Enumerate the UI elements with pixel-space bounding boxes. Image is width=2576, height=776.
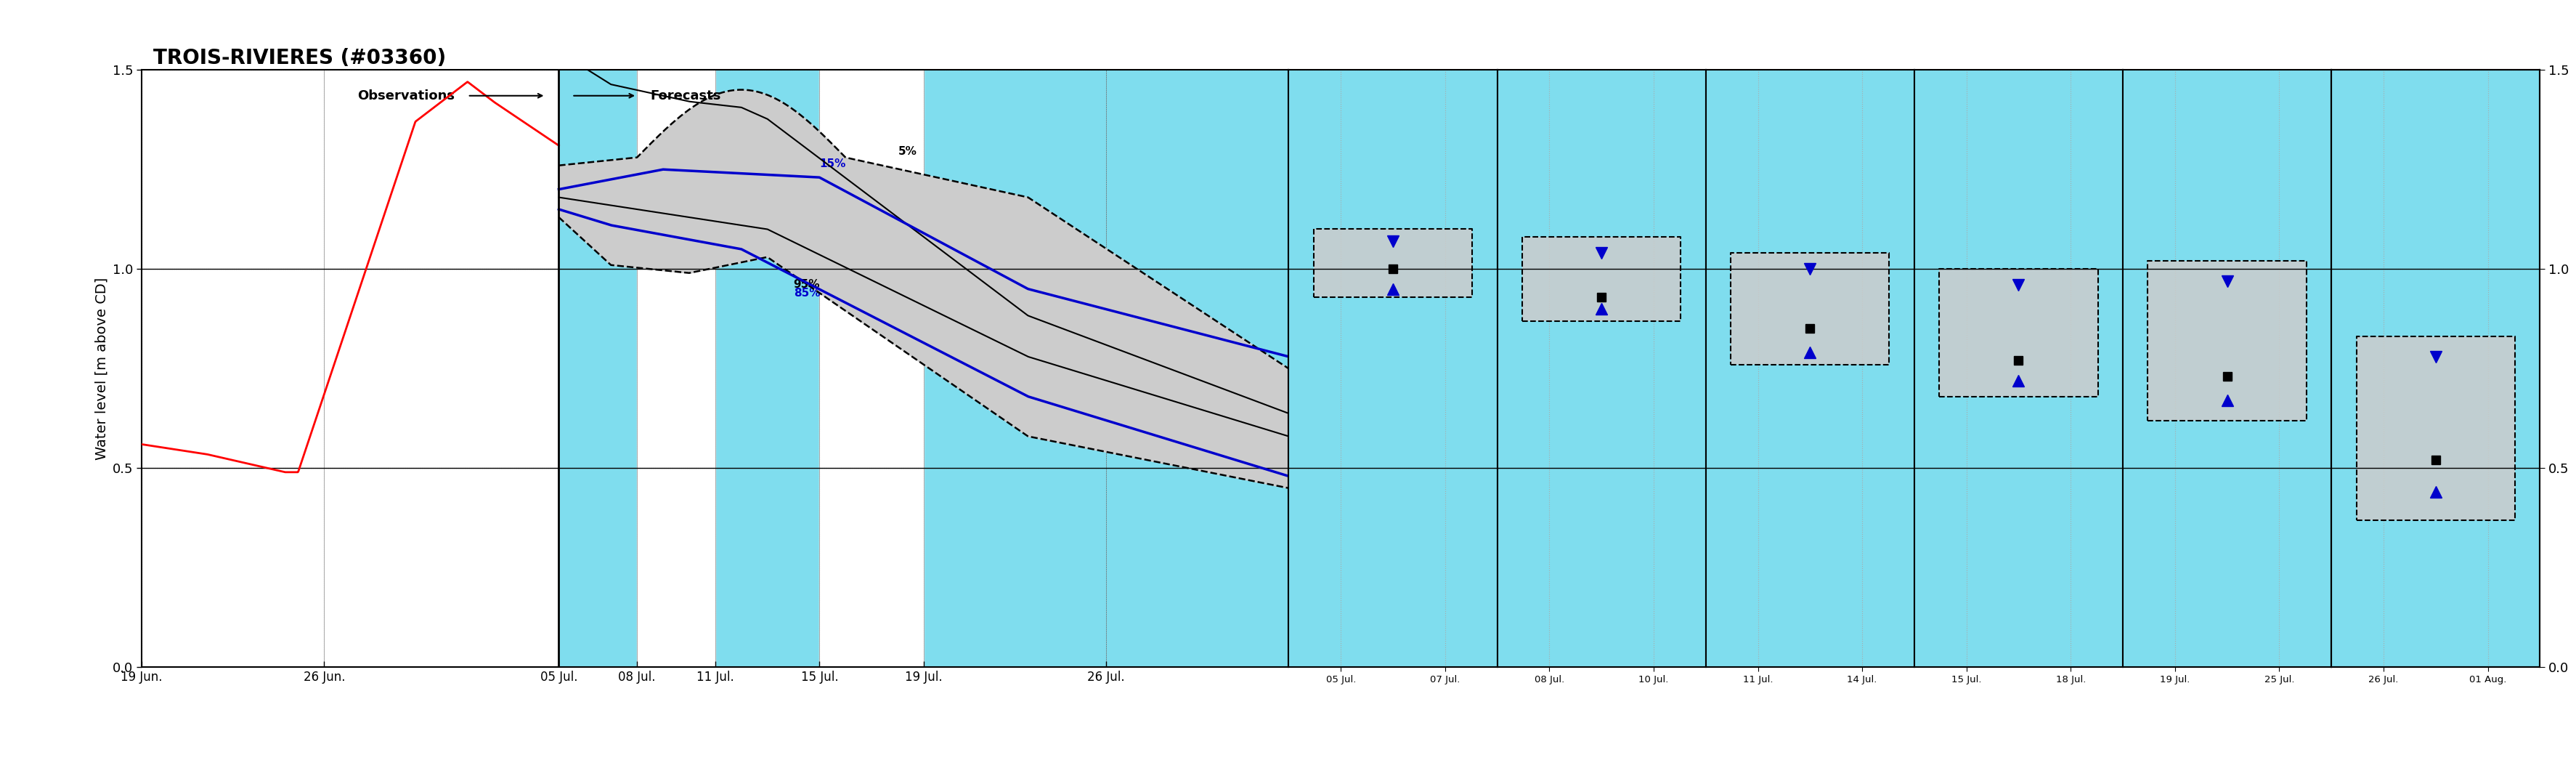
Text: Observations: Observations	[358, 89, 453, 102]
Text: 85%: 85%	[793, 288, 819, 299]
Bar	[1522, 237, 1680, 320]
Bar	[819, 70, 925, 667]
Bar	[2357, 337, 2514, 520]
Y-axis label: Water level [m above CD]: Water level [m above CD]	[95, 277, 108, 460]
Bar	[1731, 253, 1888, 365]
Bar	[1940, 269, 2097, 397]
Bar	[1314, 229, 1473, 297]
Text: 5%: 5%	[899, 146, 917, 157]
Bar	[636, 70, 716, 667]
Bar	[2148, 261, 2306, 421]
Text: Forecasts: Forecasts	[649, 89, 721, 102]
Text: 15%: 15%	[819, 158, 845, 169]
Text: 95%: 95%	[793, 279, 819, 290]
Bar	[142, 70, 559, 667]
Text: TROIS-RIVIERES (#03360): TROIS-RIVIERES (#03360)	[152, 48, 446, 68]
